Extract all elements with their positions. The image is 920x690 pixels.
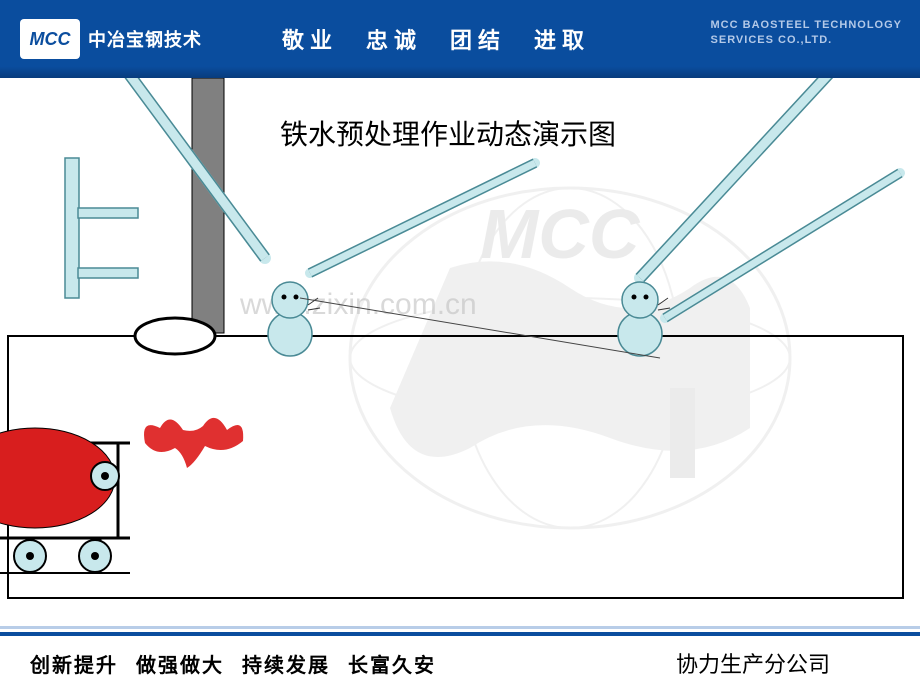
footer-company: 协力生产分公司 xyxy=(676,647,830,679)
company-en-line1: MCC BAOSTEEL TECHNOLOGY xyxy=(711,18,902,33)
process-diagram xyxy=(0,78,920,608)
value-3: 团结 xyxy=(450,23,506,55)
slogan-3: 持续发展 xyxy=(242,649,330,678)
company-name-cn: 中冶宝钢技术 xyxy=(88,26,202,52)
footer-bar: 创新提升 做强做大 持续发展 长富久安 协力生产分公司 xyxy=(0,632,920,690)
slogan-2: 做强做大 xyxy=(136,649,224,678)
core-values: 敬业 忠诚 团结 进取 xyxy=(282,23,590,55)
slogan-1: 创新提升 xyxy=(30,649,118,678)
main-content: MCC 铁水预处理作业动态演示图 www.zixin.com.cn xyxy=(0,78,920,608)
header-bar: MCC 中冶宝钢技术 敬业 忠诚 团结 进取 MCC BAOSTEEL TECH… xyxy=(0,0,920,78)
company-en-line2: SERVICES CO.,LTD. xyxy=(711,33,902,48)
footer-divider xyxy=(0,626,920,629)
mcc-logo-icon: MCC xyxy=(20,19,80,59)
value-2: 忠诚 xyxy=(366,23,422,55)
slogan-4: 长富久安 xyxy=(348,649,436,678)
company-name-en: MCC BAOSTEEL TECHNOLOGY SERVICES CO.,LTD… xyxy=(711,18,902,49)
value-4: 进取 xyxy=(534,23,590,55)
footer-slogans: 创新提升 做强做大 持续发展 长富久安 xyxy=(30,649,436,678)
logo-area: MCC 中冶宝钢技术 xyxy=(0,19,202,59)
value-1: 敬业 xyxy=(282,23,338,55)
